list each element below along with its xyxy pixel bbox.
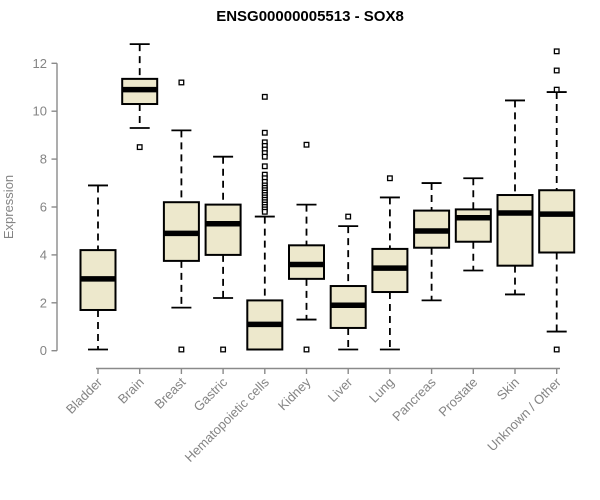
outlier-point [220, 346, 227, 353]
x-tick-label: Pancreas [389, 374, 439, 424]
x-tick-label: Liver [325, 374, 356, 405]
box-brain [121, 43, 159, 151]
box-liver [329, 213, 367, 351]
box-kidney [288, 141, 325, 353]
x-tick-label: Skin [494, 375, 522, 403]
x-tick-label: Brain [115, 375, 147, 407]
outlier-point [261, 129, 268, 136]
x-tick-label: Gastric [191, 374, 231, 414]
box-pancreas [413, 182, 451, 302]
y-tick-label: 4 [40, 247, 47, 262]
outlier-point [178, 346, 185, 353]
box-bladder [79, 184, 117, 351]
box-lung [371, 175, 409, 351]
outlier-point [136, 144, 143, 151]
outlier-point [553, 67, 560, 74]
box-gastric [204, 155, 242, 353]
outlier-point [261, 93, 268, 100]
chart-title: ENSG00000005513 - SOX8 [216, 8, 404, 25]
iqr-box [538, 189, 576, 254]
y-tick-label: 8 [40, 152, 47, 167]
x-tick-label: Breast [151, 374, 188, 411]
outlier-point [261, 208, 268, 215]
x-tick-label: Bladder [63, 374, 106, 417]
iqr-box [204, 203, 242, 256]
x-tick-label: Lung [366, 375, 397, 406]
y-tick-label: 6 [40, 200, 47, 215]
y-tick-label: 12 [33, 56, 47, 71]
outlier-point [553, 86, 560, 93]
y-tick-label: 0 [40, 343, 47, 358]
y-tick-label: 10 [33, 104, 47, 119]
outlier-point [303, 141, 310, 148]
y-tick-label: 2 [40, 295, 47, 310]
iqr-box [496, 194, 534, 267]
x-tick-label: Unknown / Other [484, 374, 564, 454]
y-axis-title: Expression [1, 175, 16, 239]
outlier-point [553, 48, 560, 55]
outlier-point [386, 175, 393, 182]
x-tick-label: Prostate [436, 375, 481, 420]
outlier-point [261, 163, 268, 170]
iqr-box [454, 208, 492, 243]
outlier-point [345, 213, 352, 220]
box-group [79, 43, 576, 353]
outlier-point [178, 79, 185, 86]
box-skin [496, 99, 534, 296]
outlier-point [261, 153, 268, 160]
box-breast [162, 79, 200, 353]
outlier-point [553, 346, 560, 353]
outlier-point [303, 346, 310, 353]
x-tick-label: Kidney [275, 374, 314, 413]
box-prostate [454, 177, 492, 272]
box-hematopoietic-cells [246, 93, 284, 351]
box-unknown-other [538, 48, 576, 353]
